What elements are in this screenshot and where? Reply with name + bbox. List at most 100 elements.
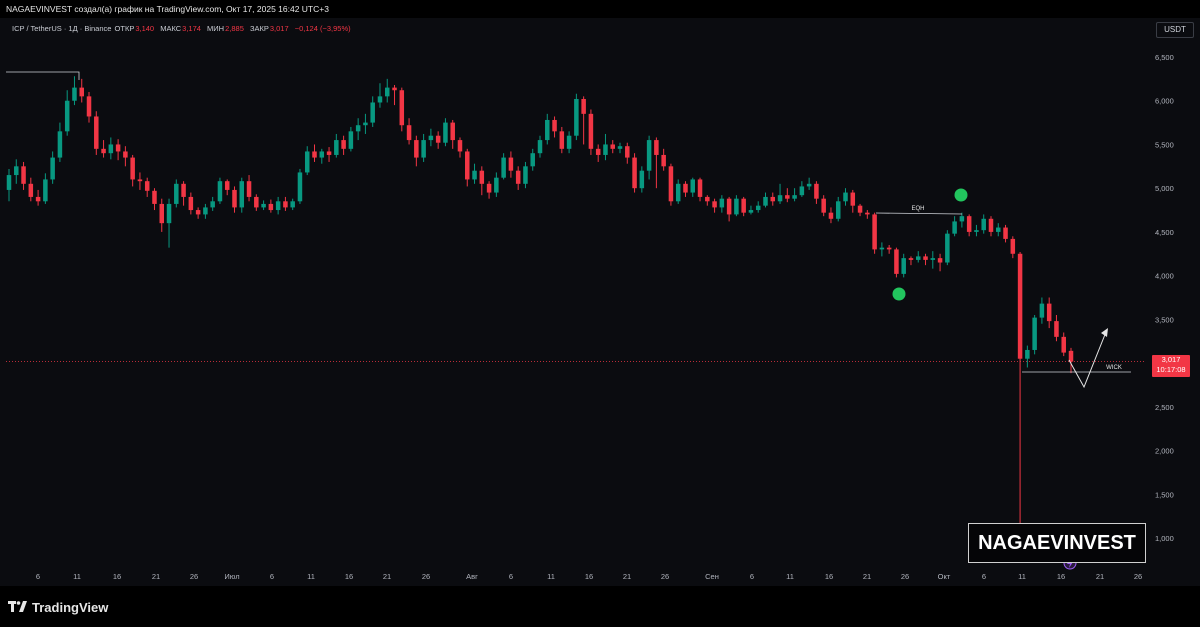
legend-symbol: ICP / TetherUS · 1Д · Binance bbox=[12, 24, 112, 33]
candle-body bbox=[872, 214, 877, 250]
green-marker bbox=[892, 287, 906, 301]
tradingview-icon bbox=[8, 601, 27, 612]
eqh-label: EQH bbox=[911, 206, 924, 212]
candle-body bbox=[654, 140, 659, 155]
candle-body bbox=[377, 96, 383, 103]
symbol-legend: ICP / TetherUS · 1Д · Binance ОТКР3,140 … bbox=[12, 24, 355, 33]
candle-body bbox=[712, 201, 717, 208]
legend-close-label: ЗАКР bbox=[249, 24, 269, 33]
x-tick-label: 6 bbox=[36, 572, 40, 581]
candle-body bbox=[828, 212, 834, 219]
candle-body bbox=[465, 151, 470, 180]
candle-body bbox=[72, 87, 77, 101]
candle-body bbox=[683, 183, 688, 193]
legend-low-label: МИН bbox=[207, 24, 225, 33]
candle-body bbox=[210, 201, 215, 208]
candle-body bbox=[1017, 253, 1023, 359]
candle-body bbox=[86, 96, 92, 117]
candle-body bbox=[843, 192, 848, 202]
candle-body bbox=[479, 170, 485, 184]
candle-body bbox=[923, 256, 928, 260]
candle-body bbox=[188, 196, 194, 211]
candle-body bbox=[515, 170, 521, 184]
candle-body bbox=[945, 233, 950, 263]
projection-path bbox=[1068, 331, 1107, 389]
candle-body bbox=[348, 131, 354, 149]
legend-open-value: 3,140 bbox=[135, 24, 155, 33]
candle-body bbox=[130, 157, 135, 180]
x-tick-label: Июл bbox=[224, 572, 239, 581]
tradingview-logo[interactable]: TradingView bbox=[8, 599, 108, 615]
candle-body bbox=[414, 140, 419, 158]
candlestick-chart[interactable]: 1,0001,5002,0002,5003,0003,5004,0004,500… bbox=[0, 18, 1200, 586]
candle-body bbox=[232, 189, 237, 208]
candle-body bbox=[1039, 303, 1045, 318]
legend-open-label: ОТКР bbox=[114, 24, 135, 33]
candle-body bbox=[792, 195, 797, 199]
projection-arrowhead bbox=[1101, 328, 1108, 337]
x-tick-label: 21 bbox=[383, 572, 391, 581]
candle-body bbox=[1032, 317, 1037, 350]
candle-body bbox=[937, 258, 943, 263]
candle-body bbox=[741, 198, 746, 213]
candle-body bbox=[64, 100, 70, 132]
x-tick-label: 21 bbox=[152, 572, 160, 581]
y-tick-label: 4,000 bbox=[1155, 272, 1174, 281]
candle-body bbox=[6, 175, 12, 190]
candle-body bbox=[261, 203, 266, 208]
candle-body bbox=[217, 181, 223, 202]
legend-high-value: 3,174 bbox=[182, 24, 201, 33]
candle-body bbox=[370, 102, 375, 123]
candle-body bbox=[894, 249, 899, 274]
candle-body bbox=[224, 181, 230, 190]
candle-body bbox=[734, 198, 739, 215]
candle-body bbox=[319, 151, 325, 158]
y-tick-label: 6,500 bbox=[1155, 53, 1174, 62]
candle-body bbox=[705, 196, 710, 202]
candle-body bbox=[35, 196, 41, 202]
candle-body bbox=[690, 179, 696, 193]
candle-body bbox=[966, 216, 972, 232]
candle-body bbox=[94, 116, 99, 149]
candle-body bbox=[195, 210, 201, 215]
chart-panel[interactable]: ICP / TetherUS · 1Д · Binance ОТКР3,140 … bbox=[0, 18, 1200, 586]
candle-body bbox=[123, 151, 128, 158]
candle-body bbox=[981, 218, 986, 231]
green-marker bbox=[954, 188, 968, 202]
x-tick-label: 26 bbox=[1134, 572, 1142, 581]
candle-body bbox=[450, 122, 455, 141]
candle-body bbox=[646, 140, 652, 171]
tradingview-brand: TradingView bbox=[32, 599, 109, 615]
x-tick-label: 11 bbox=[307, 572, 315, 581]
candle-body bbox=[865, 212, 870, 215]
candle-body bbox=[770, 196, 776, 202]
eqh-line bbox=[875, 212, 963, 215]
currency-button[interactable]: USDT bbox=[1156, 22, 1194, 38]
candle-body bbox=[545, 119, 550, 141]
candle-body bbox=[719, 198, 725, 208]
candle-body bbox=[777, 195, 783, 202]
candle-body bbox=[268, 203, 274, 211]
candle-body bbox=[835, 201, 841, 219]
x-tick-label: 21 bbox=[1096, 572, 1104, 581]
candle-body bbox=[559, 131, 565, 149]
candle-body bbox=[246, 181, 252, 197]
candle-body bbox=[726, 198, 732, 215]
candle-body bbox=[814, 183, 819, 199]
candle-body bbox=[574, 98, 579, 136]
candle-body bbox=[283, 201, 288, 208]
candle-body bbox=[748, 210, 754, 213]
candle-body bbox=[501, 157, 506, 178]
candle-body bbox=[901, 258, 906, 274]
candle-body bbox=[668, 166, 674, 202]
candle-body bbox=[697, 179, 703, 197]
candle-body bbox=[28, 183, 34, 197]
candle-body bbox=[763, 196, 768, 206]
author-watermark: NAGAEVINVEST bbox=[968, 523, 1146, 563]
candle-body bbox=[101, 148, 106, 154]
candle-body bbox=[290, 201, 295, 208]
candle-body bbox=[275, 201, 281, 211]
candle-body bbox=[821, 198, 826, 213]
y-tick-label: 5,500 bbox=[1155, 140, 1174, 149]
